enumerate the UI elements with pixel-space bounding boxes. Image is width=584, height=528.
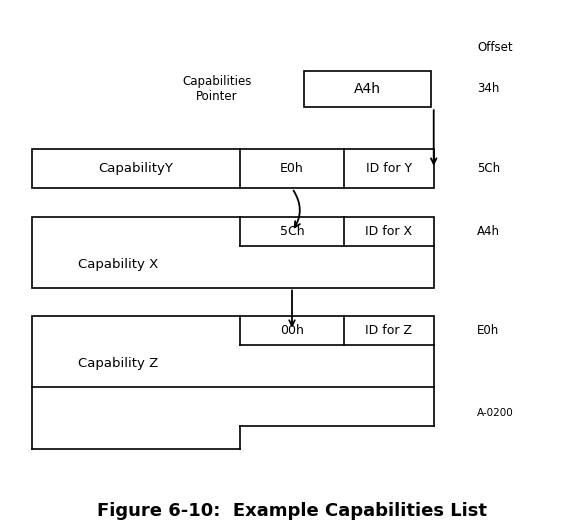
Text: 34h: 34h <box>477 82 499 96</box>
Text: E0h: E0h <box>477 324 499 337</box>
Bar <box>32 316 434 387</box>
Bar <box>32 217 434 288</box>
Text: 5Ch: 5Ch <box>477 162 500 175</box>
Text: A-0200: A-0200 <box>477 408 514 418</box>
Text: Capabilities
Pointer: Capabilities Pointer <box>182 75 252 103</box>
Text: A4h: A4h <box>354 82 381 96</box>
Bar <box>304 71 431 107</box>
Text: Figure 6-10:  Example Capabilities List: Figure 6-10: Example Capabilities List <box>97 502 487 520</box>
Text: Capability Z: Capability Z <box>78 357 159 370</box>
Text: 5Ch: 5Ch <box>280 225 304 238</box>
Text: ID for Z: ID for Z <box>366 324 412 337</box>
Bar <box>32 149 434 188</box>
Text: Offset: Offset <box>477 41 513 54</box>
Text: ID for Y: ID for Y <box>366 162 412 175</box>
Text: E0h: E0h <box>280 162 304 175</box>
Text: CapabilityY: CapabilityY <box>98 162 173 175</box>
Text: A4h: A4h <box>477 225 500 238</box>
Text: Capability X: Capability X <box>78 258 159 270</box>
Text: ID for X: ID for X <box>366 225 412 238</box>
Text: 00h: 00h <box>280 324 304 337</box>
